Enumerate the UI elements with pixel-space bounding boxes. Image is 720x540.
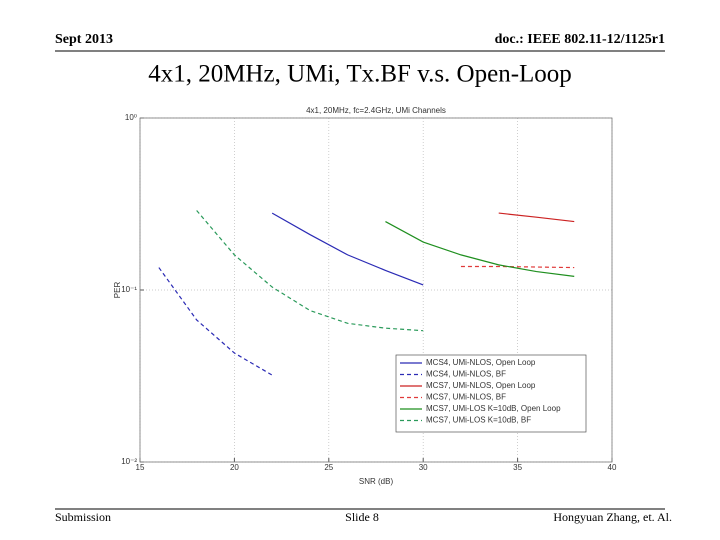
series-line [196,210,424,332]
series-line [460,265,575,269]
footer-left: Submission [55,510,111,524]
header-date: Sept 2013 [55,32,113,47]
x-tick-label: 40 [608,463,617,472]
footer-center: Slide 8 [345,510,379,524]
x-tick-label: 20 [230,463,239,472]
plot-area [139,117,613,463]
x-tick-label: 25 [324,463,333,472]
header-doc: doc.: IEEE 802.11-12/1125r1 [495,32,665,47]
x-axis-label: SNR (dB) [359,477,394,486]
series-line [271,212,424,286]
slide-title: 4x1, 20MHz, UMi, Tx.BF v.s. Open-Loop [148,61,572,88]
series-line [498,212,575,223]
y-tick-label: 10⁻² [121,457,137,466]
y-tick-label: 10⁰ [125,113,137,122]
series-line [158,267,273,376]
footer-right: Hongyuan Zhang, et. Al. [553,510,672,524]
x-tick-label: 30 [419,463,428,472]
x-tick-label: 15 [136,463,145,472]
legend-label: MCS7, UMi-NLOS, Open Loop [426,381,536,390]
legend-label: MCS7, UMi-NLOS, BF [426,393,506,402]
legend-label: MCS4, UMi-NLOS, BF [426,370,506,379]
legend-label: MCS7, UMi-LOS K=10dB, BF [426,416,531,425]
legend-box [395,354,587,433]
legend-label: MCS7, UMi-LOS K=10dB, Open Loop [426,404,561,413]
y-axis-label: PER [113,282,122,299]
series-line [385,221,575,277]
chart-title: 4x1, 20MHz, fc=2.4GHz, UMi Channels [306,106,446,115]
y-tick-label: 10⁻¹ [121,285,137,294]
legend-label: MCS4, UMi-NLOS, Open Loop [426,358,536,367]
x-tick-label: 35 [513,463,522,472]
